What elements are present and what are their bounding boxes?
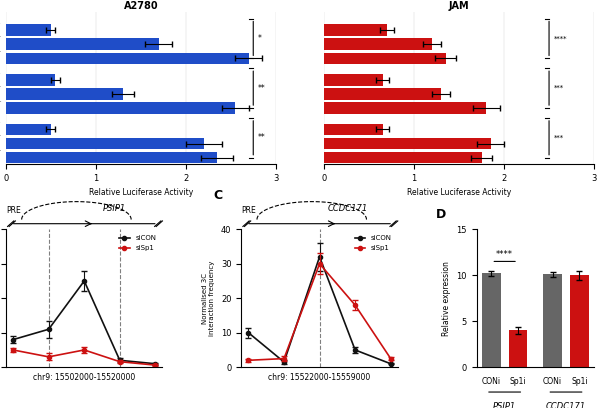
Y-axis label: Relative expression: Relative expression bbox=[442, 261, 451, 336]
Bar bbox=[6, 124, 51, 135]
Bar bbox=[324, 138, 491, 149]
Text: PSIP1: PSIP1 bbox=[493, 402, 516, 408]
Bar bbox=[6, 38, 159, 50]
Text: C: C bbox=[213, 189, 222, 202]
Text: PRE: PRE bbox=[241, 206, 256, 215]
Text: ***: *** bbox=[554, 135, 563, 141]
Bar bbox=[570, 275, 589, 367]
Text: ****: **** bbox=[554, 35, 567, 42]
Text: PSIP1 promoter: PSIP1 promoter bbox=[0, 100, 1, 105]
Text: CCDC171: CCDC171 bbox=[546, 402, 586, 408]
Bar bbox=[6, 88, 123, 100]
Text: ***: *** bbox=[554, 85, 563, 91]
Text: **: ** bbox=[258, 84, 265, 93]
Bar bbox=[324, 74, 383, 86]
Text: CCDC171: CCDC171 bbox=[328, 204, 368, 213]
Bar bbox=[6, 152, 217, 164]
Legend: siCON, siSp1: siCON, siSp1 bbox=[116, 233, 159, 254]
Text: +TTC PRE WT: +TTC PRE WT bbox=[0, 86, 1, 91]
Text: +TTC PRE HAP: +TTC PRE HAP bbox=[0, 71, 1, 77]
X-axis label: chr9: 15522000-15559000: chr9: 15522000-15559000 bbox=[268, 373, 371, 382]
Bar bbox=[324, 53, 446, 64]
Bar bbox=[544, 274, 562, 367]
Text: CCDC171 promoter: CCDC171 promoter bbox=[0, 50, 1, 55]
Bar bbox=[324, 152, 482, 164]
Y-axis label: Normalised 3C
interaction frequency: Normalised 3C interaction frequency bbox=[202, 261, 215, 336]
X-axis label: Relative Luciferase Activity: Relative Luciferase Activity bbox=[89, 188, 193, 197]
Text: +TTC PRE HAP: +TTC PRE HAP bbox=[0, 121, 1, 126]
Legend: siCON, siSp1: siCON, siSp1 bbox=[352, 233, 394, 254]
Text: PRE: PRE bbox=[6, 206, 21, 215]
X-axis label: Relative Luciferase Activity: Relative Luciferase Activity bbox=[407, 188, 511, 197]
Bar bbox=[324, 124, 383, 135]
Bar bbox=[6, 74, 55, 86]
Bar bbox=[324, 88, 441, 100]
Text: +TTC PRE HAP: +TTC PRE HAP bbox=[0, 22, 1, 27]
Text: **: ** bbox=[258, 133, 265, 142]
Title: JAM: JAM bbox=[449, 2, 469, 11]
X-axis label: chr9: 15502000-15520000: chr9: 15502000-15520000 bbox=[33, 373, 136, 382]
Text: D: D bbox=[436, 208, 446, 221]
Text: ****: **** bbox=[496, 250, 513, 259]
Text: TTC39B P2 promoter: TTC39B P2 promoter bbox=[0, 149, 1, 154]
Bar bbox=[6, 102, 235, 114]
Bar bbox=[6, 53, 249, 64]
Text: +TTC PRE WT: +TTC PRE WT bbox=[0, 135, 1, 140]
Bar bbox=[509, 330, 527, 367]
Text: +TTC PRE WT: +TTC PRE WT bbox=[0, 36, 1, 41]
Bar bbox=[324, 24, 387, 36]
Text: PSIP1: PSIP1 bbox=[103, 204, 126, 213]
Bar bbox=[6, 24, 51, 36]
Bar bbox=[324, 102, 486, 114]
Bar bbox=[6, 138, 204, 149]
Title: A2780: A2780 bbox=[124, 2, 158, 11]
Text: *: * bbox=[258, 34, 262, 43]
Bar bbox=[324, 38, 432, 50]
Bar bbox=[482, 273, 500, 367]
